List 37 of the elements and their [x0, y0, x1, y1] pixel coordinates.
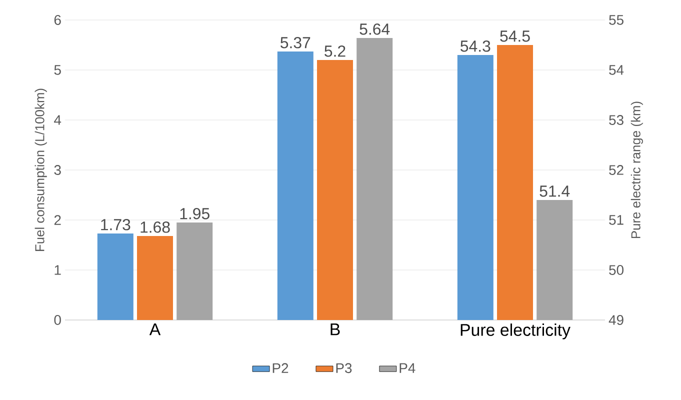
y-tick-label: 1 — [54, 265, 61, 275]
bar — [97, 234, 134, 320]
bar — [277, 52, 314, 320]
data-label: 1.73 — [101, 219, 130, 230]
y-tick-label: 2 — [54, 215, 61, 225]
data-label: 54.3 — [460, 40, 490, 52]
legend-label: P4 — [400, 363, 416, 373]
y2-tick-label: 52 — [609, 165, 624, 175]
legend-label: P3 — [336, 363, 352, 374]
y-axis-title: Fuel consumption (L/100km) — [34, 88, 47, 252]
y2-tick-label: 53 — [609, 115, 624, 125]
y2-tick-label: 54 — [609, 65, 624, 75]
data-label: 1.68 — [140, 222, 170, 233]
data-label: 54.5 — [500, 30, 530, 42]
data-label: 5.2 — [324, 46, 346, 57]
bar — [356, 38, 393, 320]
y-tick-label: 0 — [54, 315, 61, 325]
y-tick-label: 4 — [54, 115, 62, 125]
y-tick-label: 6 — [54, 15, 61, 25]
bar — [137, 236, 173, 320]
x-tick-label: A — [149, 324, 161, 336]
x-tick-label: B — [330, 324, 340, 336]
y2-tick-label: 51 — [609, 215, 624, 225]
data-label: 51.4 — [540, 186, 570, 197]
y-tick-label: 3 — [54, 165, 61, 175]
x-tick-label: Pure electricity — [460, 324, 570, 340]
bar — [176, 222, 213, 320]
legend-label: P2 — [272, 363, 288, 373]
y2-tick-label: 50 — [609, 265, 624, 275]
y2-tick-label: 49 — [608, 315, 624, 325]
y2-tick-label: 55 — [609, 15, 624, 25]
data-label: 5.37 — [280, 37, 310, 48]
data-label: 1.95 — [180, 208, 210, 220]
y2-axis-title: Pure electric range (km) — [630, 102, 643, 238]
bar — [317, 60, 354, 320]
data-label: 5.64 — [360, 24, 390, 35]
y-tick-label: 5 — [54, 65, 61, 75]
